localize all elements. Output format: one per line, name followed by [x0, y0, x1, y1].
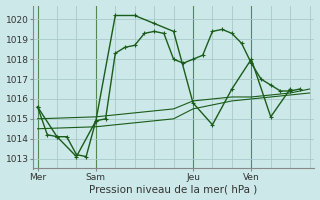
- X-axis label: Pression niveau de la mer( hPa ): Pression niveau de la mer( hPa ): [90, 184, 258, 194]
